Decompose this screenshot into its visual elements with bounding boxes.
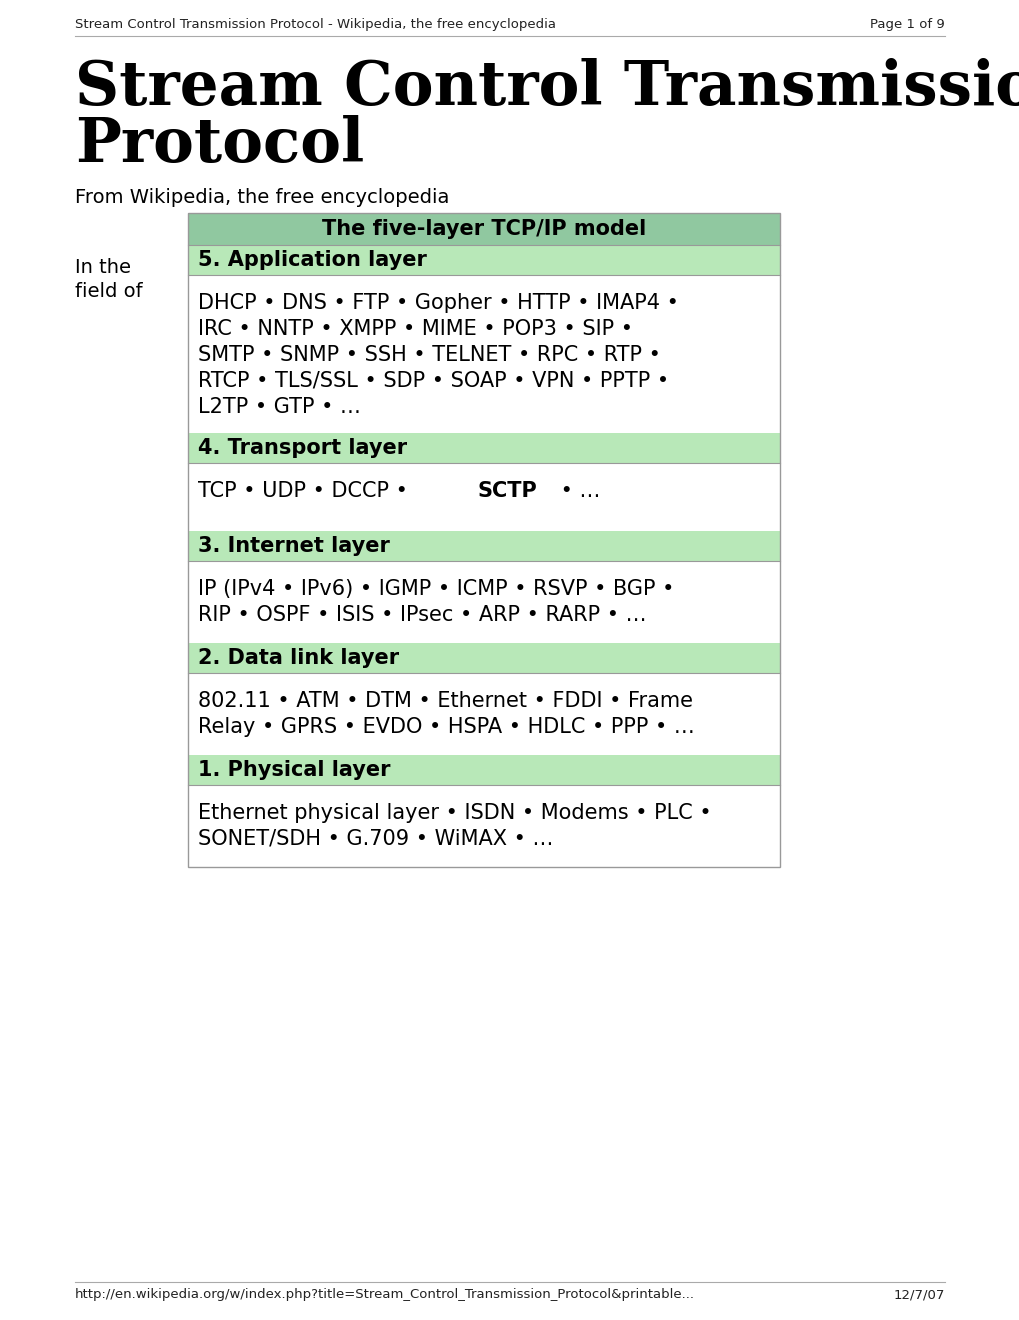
- Text: DHCP • DNS • FTP • Gopher • HTTP • IMAP4 •: DHCP • DNS • FTP • Gopher • HTTP • IMAP4…: [198, 293, 679, 313]
- Text: Page 1 of 9: Page 1 of 9: [869, 18, 944, 30]
- Text: From Wikipedia, the free encyclopedia: From Wikipedia, the free encyclopedia: [75, 187, 449, 207]
- Text: 802.11 • ATM • DTM • Ethernet • FDDI • Frame: 802.11 • ATM • DTM • Ethernet • FDDI • F…: [198, 690, 692, 711]
- Text: Ethernet physical layer • ISDN • Modems • PLC •: Ethernet physical layer • ISDN • Modems …: [198, 803, 711, 822]
- Text: TCP • UDP • DCCP •: TCP • UDP • DCCP •: [198, 480, 414, 502]
- Text: 2. Data link layer: 2. Data link layer: [198, 648, 398, 668]
- FancyBboxPatch shape: [187, 463, 780, 531]
- Text: 12/7/07: 12/7/07: [893, 1288, 944, 1302]
- Text: Stream Control Transmission Protocol - Wikipedia, the free encyclopedia: Stream Control Transmission Protocol - W…: [75, 18, 555, 30]
- FancyBboxPatch shape: [187, 643, 780, 673]
- Text: SCTP: SCTP: [477, 480, 537, 502]
- FancyBboxPatch shape: [187, 213, 780, 246]
- Text: http://en.wikipedia.org/w/index.php?title=Stream_Control_Transmission_Protocol&p: http://en.wikipedia.org/w/index.php?titl…: [75, 1288, 694, 1302]
- Text: The five-layer TCP/IP model: The five-layer TCP/IP model: [322, 219, 645, 239]
- Text: field of: field of: [75, 282, 143, 301]
- FancyBboxPatch shape: [187, 755, 780, 785]
- Text: IRC • NNTP • XMPP • MIME • POP3 • SIP •: IRC • NNTP • XMPP • MIME • POP3 • SIP •: [198, 319, 633, 339]
- Text: 5. Application layer: 5. Application layer: [198, 249, 427, 271]
- FancyBboxPatch shape: [187, 275, 780, 433]
- Text: Relay • GPRS • EVDO • HSPA • HDLC • PPP • …: Relay • GPRS • EVDO • HSPA • HDLC • PPP …: [198, 717, 694, 737]
- Text: RIP • OSPF • ISIS • IPsec • ARP • RARP • …: RIP • OSPF • ISIS • IPsec • ARP • RARP •…: [198, 605, 646, 624]
- Text: SONET/SDH • G.709 • WiMAX • …: SONET/SDH • G.709 • WiMAX • …: [198, 829, 553, 849]
- Text: 3. Internet layer: 3. Internet layer: [198, 536, 389, 556]
- Text: In the: In the: [75, 257, 130, 277]
- Text: 1. Physical layer: 1. Physical layer: [198, 760, 390, 780]
- Text: 4. Transport layer: 4. Transport layer: [198, 438, 407, 458]
- Text: L2TP • GTP • …: L2TP • GTP • …: [198, 397, 361, 417]
- FancyBboxPatch shape: [187, 561, 780, 643]
- Text: Protocol: Protocol: [75, 115, 364, 176]
- FancyBboxPatch shape: [187, 433, 780, 463]
- FancyBboxPatch shape: [187, 673, 780, 755]
- FancyBboxPatch shape: [187, 531, 780, 561]
- FancyBboxPatch shape: [187, 785, 780, 867]
- Text: IP (IPv4 • IPv6) • IGMP • ICMP • RSVP • BGP •: IP (IPv4 • IPv6) • IGMP • ICMP • RSVP • …: [198, 579, 674, 599]
- Text: • …: • …: [554, 480, 600, 502]
- FancyBboxPatch shape: [187, 246, 780, 275]
- Text: Stream Control Transmission: Stream Control Transmission: [75, 58, 1019, 117]
- Text: SMTP • SNMP • SSH • TELNET • RPC • RTP •: SMTP • SNMP • SSH • TELNET • RPC • RTP •: [198, 345, 660, 366]
- Text: RTCP • TLS/SSL • SDP • SOAP • VPN • PPTP •: RTCP • TLS/SSL • SDP • SOAP • VPN • PPTP…: [198, 371, 668, 391]
